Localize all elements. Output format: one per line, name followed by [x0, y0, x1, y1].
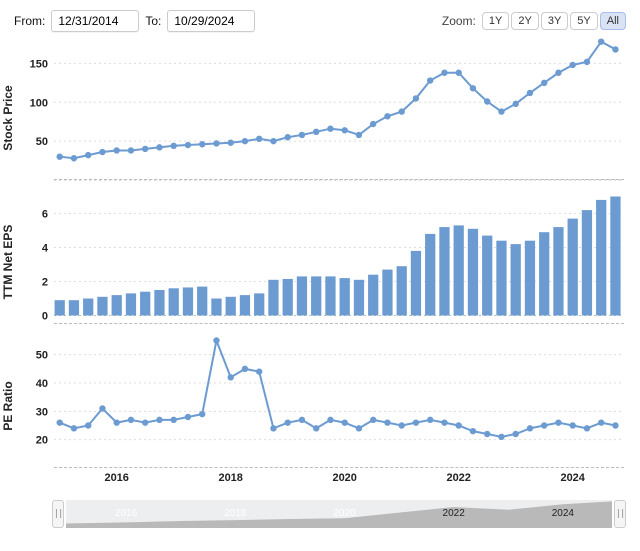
zoom-button-2y[interactable]: 2Y	[511, 12, 538, 30]
from-label: From:	[14, 14, 45, 28]
svg-text:100: 100	[30, 97, 48, 109]
ylabel-ttm-net-eps: TTM Net EPS	[1, 225, 15, 300]
zoom-button-1y[interactable]: 1Y	[482, 12, 509, 30]
navigator-tick: 2018	[224, 508, 246, 519]
from-date-input[interactable]	[51, 10, 139, 32]
plot-area-pe-ratio[interactable]: 20304050	[54, 332, 624, 468]
ylabel-stock-price: Stock Price	[1, 85, 15, 150]
x-tick: 2018	[218, 472, 242, 484]
x-tick: 2016	[104, 472, 128, 484]
zoom-label: Zoom:	[442, 14, 476, 28]
range-navigator[interactable]: 2016 2018 2020 2022 2024	[54, 496, 624, 532]
svg-text:4: 4	[42, 243, 49, 255]
chart-panel-pe-ratio: PE Ratio20304050	[10, 328, 630, 470]
date-range-controls: From: To:	[14, 10, 255, 32]
chart-toolbar: From: To: Zoom: 1Y2Y3Y5YAll	[10, 8, 630, 40]
zoom-button-3y[interactable]: 3Y	[541, 12, 568, 30]
navigator-tick: 2024	[552, 508, 574, 519]
navigator-tick: 2020	[333, 508, 355, 519]
svg-text:40: 40	[36, 378, 48, 390]
navigator-handle-left[interactable]	[52, 500, 64, 528]
navigator-handle-right[interactable]	[614, 500, 626, 528]
plot-area-stock-price[interactable]: 50100150	[54, 44, 624, 180]
svg-text:0: 0	[42, 311, 48, 323]
to-date-input[interactable]	[167, 10, 255, 32]
x-tick: 2024	[560, 472, 584, 484]
chart-panel-stock-price: Stock Price50100150	[10, 40, 630, 182]
ylabel-pe-ratio: PE Ratio	[1, 381, 15, 430]
chart-stack: Stock Price50100150TTM Net EPS0246PE Rat…	[10, 40, 630, 532]
svg-text:2: 2	[42, 277, 48, 289]
svg-text:50: 50	[36, 350, 48, 362]
x-tick: 2020	[332, 472, 356, 484]
svg-text:6: 6	[42, 209, 48, 221]
to-label: To:	[145, 14, 161, 28]
svg-text:150: 150	[30, 58, 48, 70]
zoom-button-5y[interactable]: 5Y	[570, 12, 597, 30]
svg-text:20: 20	[36, 435, 48, 447]
navigator-tick: 2022	[443, 508, 465, 519]
chart-panel-ttm-net-eps: TTM Net EPS0246	[10, 184, 630, 326]
svg-text:30: 30	[36, 406, 48, 418]
svg-text:50: 50	[36, 136, 48, 148]
zoom-button-all[interactable]: All	[600, 12, 626, 30]
zoom-controls: Zoom: 1Y2Y3Y5YAll	[442, 12, 626, 30]
navigator-tick: 2016	[115, 508, 137, 519]
x-tick: 2022	[446, 472, 470, 484]
plot-area-ttm-net-eps[interactable]: 0246	[54, 188, 624, 324]
x-axis: 2016 2018 2020 2022 2024	[54, 472, 624, 490]
